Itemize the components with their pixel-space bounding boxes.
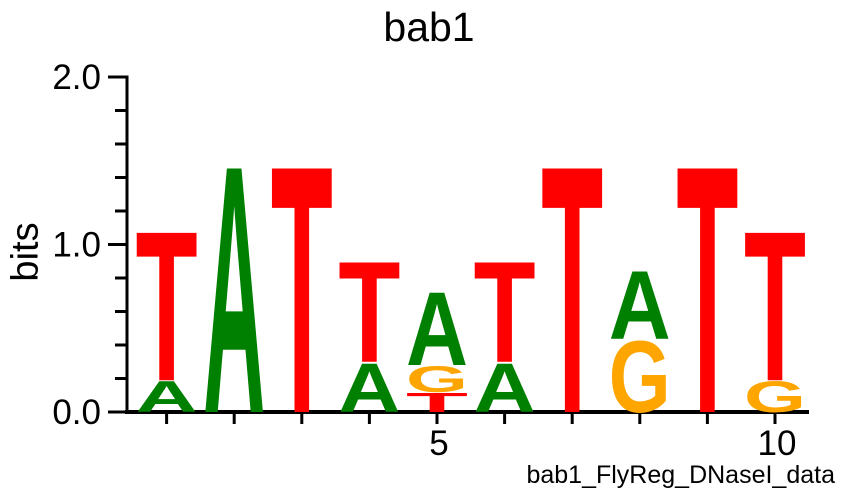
chart-title: bab1: [383, 4, 475, 50]
logo-letter-glyph: T: [541, 92, 603, 487]
logo-letter-glyph: G: [744, 372, 806, 421]
logo-letter-glyph: G: [609, 320, 671, 434]
y-tick-label: 2.0: [52, 58, 101, 97]
logo-letter-glyph: T: [338, 231, 400, 392]
logo-letter-T: T: [744, 186, 806, 425]
x-tick-label: 10: [758, 424, 797, 463]
logo-letter-glyph: G: [406, 358, 468, 399]
logo-letter-T: T: [406, 387, 468, 418]
logo-letter-A: A: [338, 349, 400, 427]
logo-letter-T: T: [676, 92, 738, 487]
logo-letter-glyph: A: [136, 372, 198, 421]
dataset-annotation: bab1_FlyReg_DNaseI_data: [526, 461, 835, 489]
y-tick-label: 0.0: [52, 393, 101, 432]
logo-letter-glyph: T: [676, 92, 738, 487]
logo-letter-A: A: [136, 372, 198, 421]
y-axis-label: bits: [4, 222, 47, 282]
y-tick-label: 1.0: [52, 226, 101, 265]
logo-letter-glyph: T: [474, 231, 536, 392]
logo-letter-T: T: [136, 186, 198, 425]
logo-letter-T: T: [338, 231, 400, 392]
logo-letter-glyph: A: [203, 92, 265, 487]
logo-letter-glyph: A: [406, 270, 468, 387]
logo-letter-T: T: [541, 92, 603, 487]
logo-letter-G: G: [406, 358, 468, 399]
logo-letter-A: A: [474, 349, 536, 427]
logo-letter-A: A: [203, 92, 265, 487]
logo-letter-T: T: [474, 231, 536, 392]
logo-letter-glyph: T: [271, 92, 333, 487]
logo-letter-glyph: T: [136, 186, 198, 425]
logo-letter-glyph: T: [744, 186, 806, 425]
logo-letter-T: T: [271, 92, 333, 487]
logo-letter-A: A: [406, 270, 468, 387]
logo-letter-glyph: A: [338, 349, 400, 427]
logo-letter-glyph: A: [609, 249, 671, 359]
logo-letter-G: G: [744, 372, 806, 421]
logo-letter-G: G: [609, 320, 671, 434]
logo-letter-A: A: [609, 249, 671, 359]
logo-letter-glyph: T: [406, 387, 468, 418]
logo-letter-glyph: A: [474, 349, 536, 427]
x-tick-label: 5: [429, 424, 448, 463]
